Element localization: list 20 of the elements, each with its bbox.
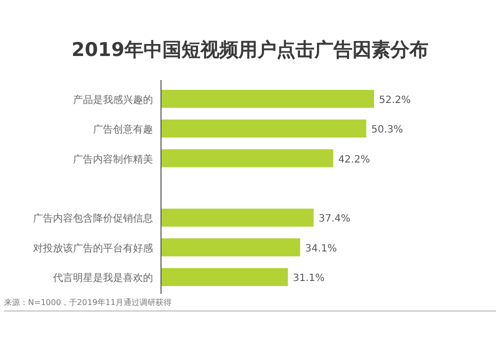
y-tick-label: 产品是我感兴趣的 <box>73 94 153 106</box>
bar <box>161 208 314 227</box>
chart-title: 2019年中国短视频用户点击广告因素分布 <box>72 39 428 61</box>
bar <box>161 238 300 256</box>
y-tick-label: 代言明星是我是喜欢的 <box>52 272 153 284</box>
y-tick-label: 对投放该广告的平台有好感 <box>33 242 153 254</box>
data-label: 42.2% <box>338 154 370 166</box>
data-label: 37.4% <box>318 214 350 225</box>
bar <box>161 149 334 168</box>
y-tick-label: 广告内容制作精美 <box>73 153 153 166</box>
data-label: 34.1% <box>305 243 337 254</box>
data-label: 31.1% <box>292 273 325 284</box>
bar <box>161 90 374 108</box>
bar <box>161 120 366 138</box>
bar <box>161 268 288 286</box>
y-tick-label: 广告创意有趣 <box>93 124 153 136</box>
source-note: 来源：N=1000，于2019年11月通过调研获得 <box>4 298 172 307</box>
data-label: 52.2% <box>379 94 411 106</box>
data-label: 50.3% <box>371 124 404 136</box>
y-tick-label: 广告内容包含降价促销信息 <box>33 212 153 225</box>
